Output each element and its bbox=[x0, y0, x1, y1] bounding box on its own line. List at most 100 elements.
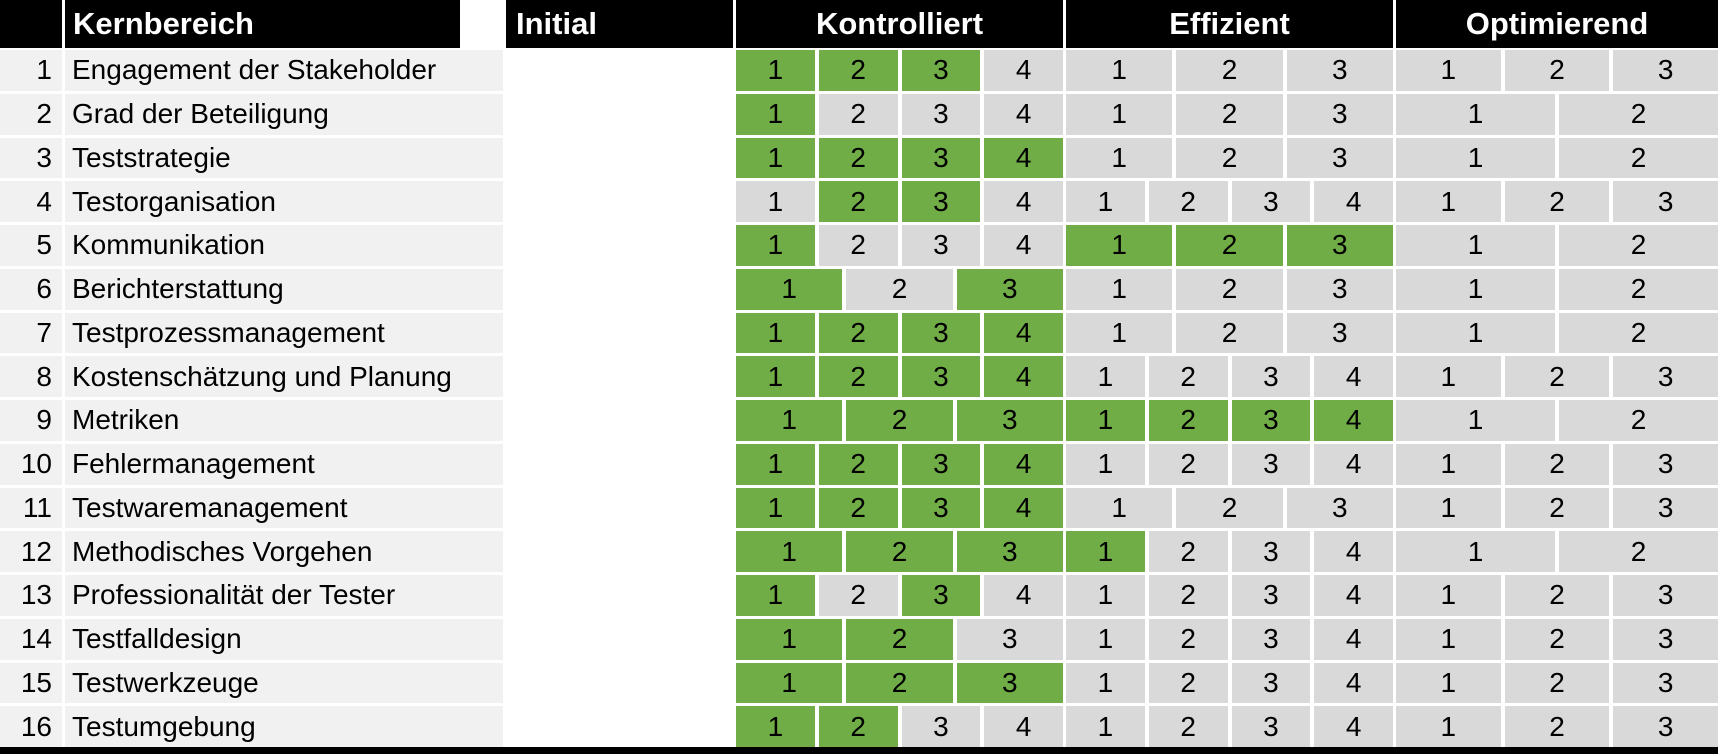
checkpoint-cell-optimierend-1[interactable]: 1 bbox=[1396, 268, 1555, 310]
checkpoint-cell-kontrolliert-1[interactable]: 1 bbox=[736, 531, 843, 572]
checkpoint-cell-effizient-3[interactable]: 3 bbox=[1286, 312, 1393, 354]
checkpoint-cell-kontrolliert-2[interactable]: 2 bbox=[846, 400, 953, 441]
checkpoint-cell-effizient-1[interactable]: 1 bbox=[1066, 575, 1145, 616]
checkpoint-cell-kontrolliert-1[interactable]: 1 bbox=[736, 268, 843, 310]
checkpoint-cell-effizient-2[interactable]: 2 bbox=[1176, 225, 1283, 266]
checkpoint-cell-optimierend-1[interactable]: 1 bbox=[1396, 181, 1501, 222]
checkpoint-cell-effizient-4[interactable]: 4 bbox=[1314, 443, 1393, 485]
checkpoint-cell-kontrolliert-2[interactable]: 2 bbox=[818, 706, 898, 747]
checkpoint-cell-effizient-3[interactable]: 3 bbox=[1286, 268, 1393, 310]
checkpoint-cell-optimierend-2[interactable]: 2 bbox=[1559, 268, 1718, 310]
checkpoint-cell-optimierend-2[interactable]: 2 bbox=[1504, 575, 1610, 616]
checkpoint-cell-effizient-1[interactable]: 1 bbox=[1066, 443, 1145, 485]
checkpoint-cell-optimierend-2[interactable]: 2 bbox=[1504, 356, 1610, 397]
checkpoint-cell-optimierend-2[interactable]: 2 bbox=[1559, 137, 1718, 179]
checkpoint-cell-kontrolliert-3[interactable]: 3 bbox=[901, 181, 981, 222]
checkpoint-cell-kontrolliert-3[interactable]: 3 bbox=[901, 487, 981, 529]
checkpoint-cell-kontrolliert-1[interactable]: 1 bbox=[736, 312, 815, 354]
checkpoint-cell-optimierend-1[interactable]: 1 bbox=[1396, 575, 1501, 616]
checkpoint-cell-kontrolliert-4[interactable]: 4 bbox=[984, 706, 1063, 747]
checkpoint-cell-kontrolliert-3[interactable]: 3 bbox=[901, 93, 981, 135]
checkpoint-cell-kontrolliert-2[interactable]: 2 bbox=[818, 312, 898, 354]
checkpoint-cell-effizient-2[interactable]: 2 bbox=[1148, 575, 1228, 616]
checkpoint-cell-kontrolliert-2[interactable]: 2 bbox=[818, 181, 898, 222]
checkpoint-cell-effizient-4[interactable]: 4 bbox=[1314, 706, 1393, 747]
checkpoint-cell-effizient-1[interactable]: 1 bbox=[1066, 662, 1145, 704]
checkpoint-cell-kontrolliert-1[interactable]: 1 bbox=[736, 225, 815, 266]
checkpoint-cell-kontrolliert-1[interactable]: 1 bbox=[736, 137, 815, 179]
checkpoint-cell-optimierend-1[interactable]: 1 bbox=[1396, 137, 1555, 179]
checkpoint-cell-effizient-1[interactable]: 1 bbox=[1066, 356, 1145, 397]
checkpoint-cell-effizient-3[interactable]: 3 bbox=[1231, 400, 1311, 441]
checkpoint-cell-kontrolliert-3[interactable]: 3 bbox=[901, 312, 981, 354]
checkpoint-cell-effizient-1[interactable]: 1 bbox=[1066, 706, 1145, 747]
checkpoint-cell-optimierend-2[interactable]: 2 bbox=[1504, 662, 1610, 704]
checkpoint-cell-kontrolliert-4[interactable]: 4 bbox=[984, 225, 1063, 266]
checkpoint-cell-optimierend-1[interactable]: 1 bbox=[1396, 93, 1555, 135]
checkpoint-cell-effizient-2[interactable]: 2 bbox=[1148, 618, 1228, 660]
checkpoint-cell-optimierend-2[interactable]: 2 bbox=[1559, 531, 1718, 572]
checkpoint-cell-kontrolliert-1[interactable]: 1 bbox=[736, 50, 815, 91]
checkpoint-cell-optimierend-1[interactable]: 1 bbox=[1396, 618, 1501, 660]
checkpoint-cell-effizient-1[interactable]: 1 bbox=[1066, 487, 1173, 529]
checkpoint-cell-optimierend-1[interactable]: 1 bbox=[1396, 487, 1501, 529]
checkpoint-cell-effizient-2[interactable]: 2 bbox=[1148, 706, 1228, 747]
checkpoint-cell-effizient-2[interactable]: 2 bbox=[1148, 662, 1228, 704]
checkpoint-cell-optimierend-3[interactable]: 3 bbox=[1613, 50, 1718, 91]
checkpoint-cell-optimierend-2[interactable]: 2 bbox=[1559, 93, 1718, 135]
checkpoint-cell-optimierend-1[interactable]: 1 bbox=[1396, 312, 1555, 354]
checkpoint-cell-kontrolliert-2[interactable]: 2 bbox=[818, 137, 898, 179]
checkpoint-cell-optimierend-3[interactable]: 3 bbox=[1613, 487, 1718, 529]
checkpoint-cell-effizient-3[interactable]: 3 bbox=[1231, 443, 1311, 485]
checkpoint-cell-kontrolliert-2[interactable]: 2 bbox=[846, 268, 953, 310]
checkpoint-cell-kontrolliert-1[interactable]: 1 bbox=[736, 93, 815, 135]
checkpoint-cell-effizient-4[interactable]: 4 bbox=[1314, 400, 1393, 441]
checkpoint-cell-effizient-3[interactable]: 3 bbox=[1231, 181, 1311, 222]
checkpoint-cell-effizient-3[interactable]: 3 bbox=[1286, 487, 1393, 529]
checkpoint-cell-kontrolliert-1[interactable]: 1 bbox=[736, 181, 815, 222]
checkpoint-cell-optimierend-2[interactable]: 2 bbox=[1504, 487, 1610, 529]
checkpoint-cell-kontrolliert-2[interactable]: 2 bbox=[846, 662, 953, 704]
checkpoint-cell-kontrolliert-3[interactable]: 3 bbox=[901, 50, 981, 91]
checkpoint-cell-optimierend-2[interactable]: 2 bbox=[1504, 618, 1610, 660]
checkpoint-cell-effizient-2[interactable]: 2 bbox=[1176, 487, 1283, 529]
checkpoint-cell-optimierend-3[interactable]: 3 bbox=[1613, 618, 1718, 660]
checkpoint-cell-effizient-2[interactable]: 2 bbox=[1176, 137, 1283, 179]
checkpoint-cell-optimierend-3[interactable]: 3 bbox=[1613, 706, 1718, 747]
checkpoint-cell-kontrolliert-3[interactable]: 3 bbox=[956, 662, 1063, 704]
checkpoint-cell-kontrolliert-2[interactable]: 2 bbox=[818, 575, 898, 616]
checkpoint-cell-kontrolliert-1[interactable]: 1 bbox=[736, 443, 815, 485]
checkpoint-cell-optimierend-3[interactable]: 3 bbox=[1613, 443, 1718, 485]
checkpoint-cell-kontrolliert-1[interactable]: 1 bbox=[736, 618, 843, 660]
checkpoint-cell-optimierend-1[interactable]: 1 bbox=[1396, 443, 1501, 485]
checkpoint-cell-optimierend-2[interactable]: 2 bbox=[1504, 706, 1610, 747]
checkpoint-cell-effizient-3[interactable]: 3 bbox=[1231, 662, 1311, 704]
checkpoint-cell-kontrolliert-4[interactable]: 4 bbox=[984, 50, 1063, 91]
checkpoint-cell-effizient-1[interactable]: 1 bbox=[1066, 531, 1145, 572]
checkpoint-cell-effizient-2[interactable]: 2 bbox=[1176, 268, 1283, 310]
checkpoint-cell-kontrolliert-2[interactable]: 2 bbox=[818, 487, 898, 529]
checkpoint-cell-kontrolliert-1[interactable]: 1 bbox=[736, 487, 815, 529]
checkpoint-cell-optimierend-2[interactable]: 2 bbox=[1504, 50, 1610, 91]
checkpoint-cell-kontrolliert-4[interactable]: 4 bbox=[984, 356, 1063, 397]
checkpoint-cell-effizient-3[interactable]: 3 bbox=[1231, 618, 1311, 660]
checkpoint-cell-optimierend-2[interactable]: 2 bbox=[1504, 443, 1610, 485]
checkpoint-cell-effizient-1[interactable]: 1 bbox=[1066, 618, 1145, 660]
checkpoint-cell-effizient-4[interactable]: 4 bbox=[1314, 181, 1393, 222]
checkpoint-cell-effizient-4[interactable]: 4 bbox=[1314, 356, 1393, 397]
checkpoint-cell-effizient-4[interactable]: 4 bbox=[1314, 531, 1393, 572]
checkpoint-cell-effizient-1[interactable]: 1 bbox=[1066, 400, 1145, 441]
checkpoint-cell-optimierend-2[interactable]: 2 bbox=[1559, 312, 1718, 354]
checkpoint-cell-kontrolliert-4[interactable]: 4 bbox=[984, 487, 1063, 529]
checkpoint-cell-effizient-3[interactable]: 3 bbox=[1231, 356, 1311, 397]
checkpoint-cell-kontrolliert-3[interactable]: 3 bbox=[901, 356, 981, 397]
checkpoint-cell-optimierend-1[interactable]: 1 bbox=[1396, 50, 1501, 91]
checkpoint-cell-kontrolliert-3[interactable]: 3 bbox=[956, 531, 1063, 572]
checkpoint-cell-optimierend-1[interactable]: 1 bbox=[1396, 662, 1501, 704]
checkpoint-cell-effizient-2[interactable]: 2 bbox=[1148, 181, 1228, 222]
checkpoint-cell-effizient-1[interactable]: 1 bbox=[1066, 181, 1145, 222]
checkpoint-cell-optimierend-1[interactable]: 1 bbox=[1396, 225, 1555, 266]
checkpoint-cell-kontrolliert-1[interactable]: 1 bbox=[736, 575, 815, 616]
checkpoint-cell-effizient-3[interactable]: 3 bbox=[1231, 575, 1311, 616]
checkpoint-cell-optimierend-3[interactable]: 3 bbox=[1613, 181, 1718, 222]
